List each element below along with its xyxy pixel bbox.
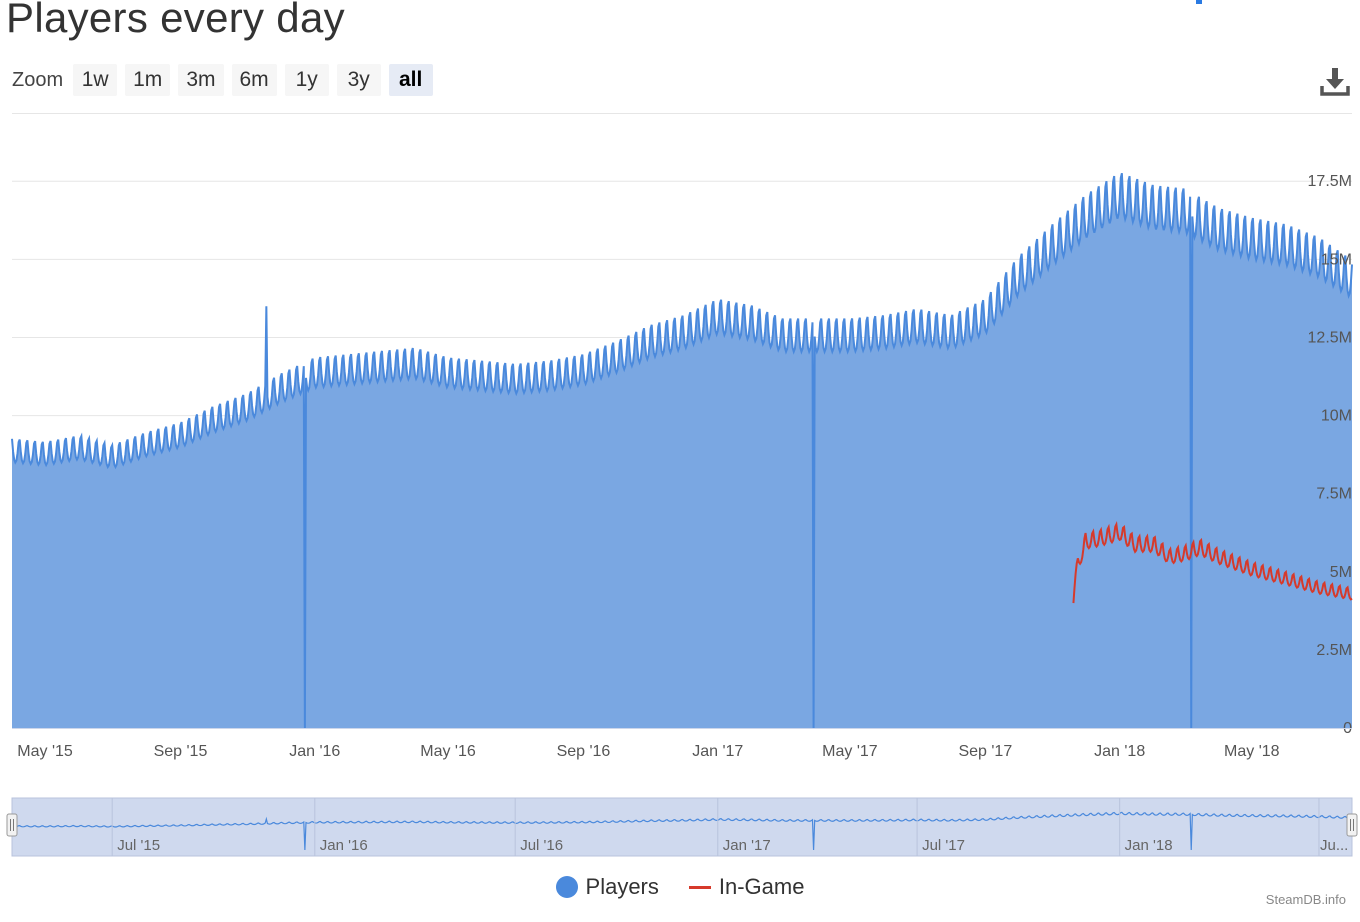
y-tick-label: 15M [1321, 251, 1352, 268]
y-tick-label: 10M [1321, 408, 1352, 425]
zoom-label: Zoom [12, 68, 64, 91]
players-area [12, 173, 1352, 728]
legend-ingame-marker [688, 885, 711, 889]
download-icon[interactable] [1318, 64, 1352, 98]
navigator-tick-label: Jul '16 [520, 837, 563, 854]
zoom-toolbar: Zoom 1w 1m 3m 6m 1y 3y all [12, 64, 433, 96]
navigator-handle-left[interactable] [6, 813, 18, 837]
navigator-tick-label: Ju... [1320, 837, 1348, 854]
x-axis: May '15 Sep '15 Jan '16 May '16 Sep '16 Jan '… [12, 728, 1352, 760]
x-tick-label: Sep '16 [557, 743, 611, 760]
legend-item-ingame[interactable]: In-Game [688, 874, 805, 900]
ingame-series [1072, 520, 1353, 604]
navigator-tick-label: Jan '17 [723, 837, 771, 854]
navigator-tick-label: Jan '18 [1125, 837, 1173, 854]
legend-players-marker [555, 876, 578, 898]
x-tick-label: May '17 [822, 743, 878, 760]
credits-link[interactable]: SteamDB.info [1265, 892, 1346, 907]
legend-players-label: Players [585, 874, 659, 899]
navigator: Jul '15 Jan '16 Jul '16 Jan '17 Jul '17 Jan '… [6, 797, 1358, 857]
zoom-3y-button[interactable]: 3y [336, 64, 381, 96]
y-tick-label: 5M [1330, 564, 1352, 581]
zoom-all-button[interactable]: all [388, 64, 433, 96]
x-tick-label: Jan '16 [289, 743, 340, 760]
chart-title: Players every day [6, 0, 345, 41]
legend-item-players[interactable]: Players [555, 874, 659, 900]
zoom-3m-button[interactable]: 3m [178, 64, 224, 96]
y-tick-label: 12.5M [1308, 329, 1352, 346]
zoom-1y-button[interactable]: 1y [284, 64, 329, 96]
navigator-mask [11, 797, 1353, 857]
x-tick-label: May '16 [420, 743, 476, 760]
navigator-handle-right[interactable] [1346, 813, 1358, 837]
navigator-line [11, 811, 1353, 851]
zoom-1m-button[interactable]: 1m [125, 64, 171, 96]
y-tick-label: 17.5M [1308, 173, 1352, 190]
navigator-tick-label: Jul '17 [922, 837, 965, 854]
players-series [11, 172, 1353, 729]
zoom-1w-button[interactable]: 1w [73, 64, 118, 96]
toolbar-divider [12, 113, 1352, 114]
navigator-tick-label: Jan '16 [320, 837, 368, 854]
x-tick-label: May '18 [1224, 743, 1280, 760]
navigator-tick-label: Jul '15 [117, 837, 160, 854]
legend-ingame-label: In-Game [718, 874, 805, 899]
ingame-line [1072, 520, 1353, 604]
x-tick-label: Sep '17 [958, 743, 1012, 760]
players-line [11, 172, 1353, 729]
zoom-6m-button[interactable]: 6m [231, 64, 277, 96]
x-tick-label: Jan '18 [1094, 743, 1145, 760]
chart-legend: Players In-Game [0, 874, 1360, 900]
x-tick-label: May '15 [17, 743, 73, 760]
x-tick-label: Jan '17 [692, 743, 743, 760]
y-tick-label: 7.5M [1316, 486, 1352, 503]
y-tick-label: 2.5M [1316, 642, 1352, 659]
link-fragment [1196, 0, 1202, 4]
x-tick-label: Sep '15 [154, 743, 208, 760]
